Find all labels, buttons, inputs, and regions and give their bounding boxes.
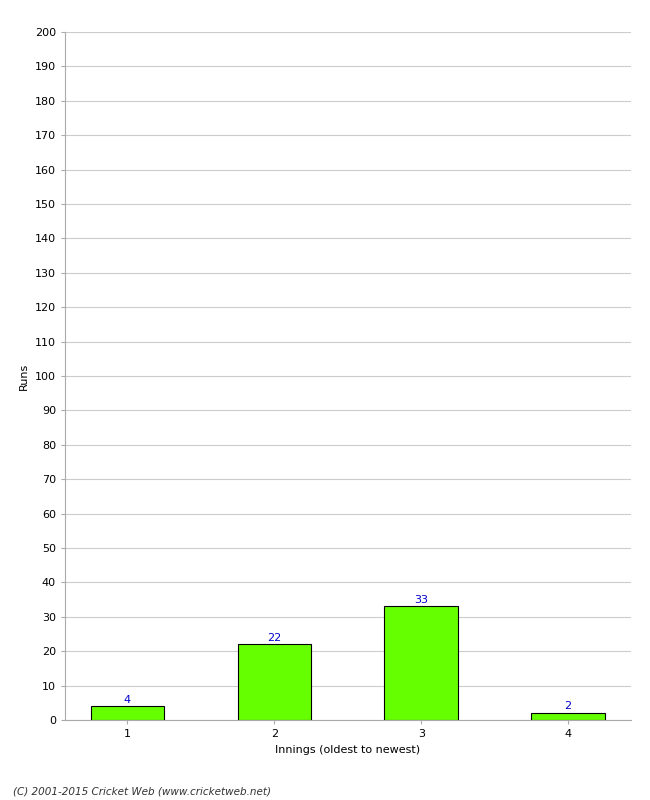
Text: 4: 4: [124, 694, 131, 705]
Text: (C) 2001-2015 Cricket Web (www.cricketweb.net): (C) 2001-2015 Cricket Web (www.cricketwe…: [13, 786, 271, 796]
Bar: [384, 606, 458, 720]
Bar: [238, 644, 311, 720]
Text: 22: 22: [267, 633, 281, 642]
Text: 2: 2: [564, 702, 571, 711]
Text: 33: 33: [414, 594, 428, 605]
Y-axis label: Runs: Runs: [20, 362, 29, 390]
Bar: [91, 706, 164, 720]
X-axis label: Innings (oldest to newest): Innings (oldest to newest): [275, 745, 421, 754]
Bar: [531, 713, 604, 720]
